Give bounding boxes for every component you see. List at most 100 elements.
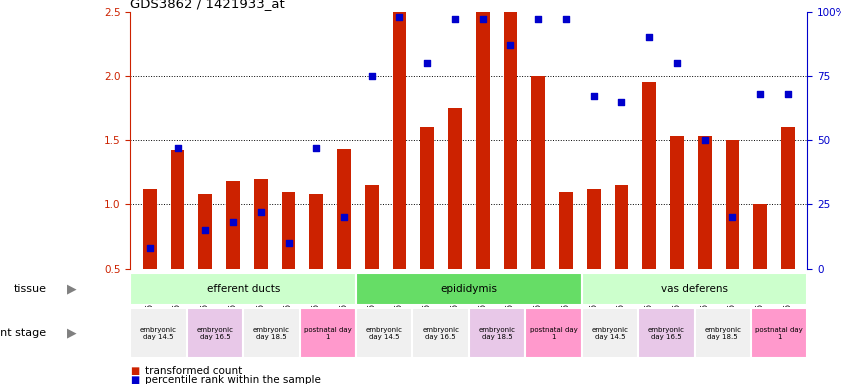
Text: ■: ■ bbox=[130, 375, 140, 384]
Bar bbox=[643, 82, 656, 269]
Text: ■: ■ bbox=[130, 366, 140, 376]
Text: postnatal day
1: postnatal day 1 bbox=[530, 327, 578, 339]
Bar bbox=[698, 200, 711, 269]
Bar bbox=[143, 189, 156, 269]
Bar bbox=[226, 181, 240, 269]
Point bbox=[226, 219, 240, 225]
Point bbox=[337, 214, 351, 220]
Bar bbox=[476, 0, 489, 269]
Text: development stage: development stage bbox=[0, 328, 46, 338]
Text: percentile rank within the sample: percentile rank within the sample bbox=[145, 375, 321, 384]
Text: embryonic
day 18.5: embryonic day 18.5 bbox=[704, 327, 741, 339]
Bar bbox=[751, 308, 807, 358]
Bar bbox=[309, 194, 323, 269]
Bar bbox=[559, 192, 573, 269]
Point bbox=[254, 209, 267, 215]
Bar bbox=[171, 151, 184, 269]
Text: embryonic
day 18.5: embryonic day 18.5 bbox=[253, 327, 290, 339]
Text: postnatal day
1: postnatal day 1 bbox=[755, 327, 803, 339]
Text: tissue: tissue bbox=[13, 284, 46, 294]
Text: ▶: ▶ bbox=[66, 327, 77, 339]
Bar bbox=[781, 192, 795, 269]
Bar bbox=[670, 136, 684, 269]
Bar bbox=[532, 76, 545, 269]
Bar bbox=[448, 108, 462, 269]
Point bbox=[420, 60, 434, 66]
Bar bbox=[226, 246, 240, 269]
Bar bbox=[365, 185, 378, 269]
Bar bbox=[130, 308, 187, 358]
Point bbox=[143, 245, 156, 251]
Bar bbox=[504, 1, 517, 269]
Point bbox=[282, 240, 295, 246]
Bar bbox=[254, 243, 267, 269]
Bar bbox=[587, 189, 600, 269]
Point bbox=[448, 16, 462, 22]
Bar bbox=[559, 256, 573, 269]
Text: GDS3862 / 1421933_at: GDS3862 / 1421933_at bbox=[130, 0, 285, 10]
Bar bbox=[670, 200, 684, 269]
Bar bbox=[356, 308, 412, 358]
Bar bbox=[420, 192, 434, 269]
Bar bbox=[337, 214, 351, 269]
Bar bbox=[393, 0, 406, 269]
Text: embryonic
day 18.5: embryonic day 18.5 bbox=[479, 327, 516, 339]
Bar bbox=[198, 258, 212, 269]
Bar bbox=[254, 179, 267, 269]
Bar bbox=[476, 60, 489, 269]
Bar bbox=[282, 256, 295, 269]
Text: postnatal day
1: postnatal day 1 bbox=[304, 327, 352, 339]
Bar bbox=[504, 66, 517, 269]
Point bbox=[726, 214, 739, 220]
Bar bbox=[299, 308, 356, 358]
Point bbox=[504, 42, 517, 48]
Text: efferent ducts: efferent ducts bbox=[207, 284, 280, 294]
Point bbox=[670, 60, 684, 66]
Bar bbox=[582, 273, 807, 305]
Bar bbox=[356, 273, 582, 305]
Bar bbox=[615, 185, 628, 269]
Bar bbox=[365, 250, 378, 269]
Text: embryonic
day 14.5: embryonic day 14.5 bbox=[591, 327, 628, 339]
Bar bbox=[781, 127, 795, 269]
Bar bbox=[143, 253, 156, 269]
Bar bbox=[337, 149, 351, 269]
Bar bbox=[309, 258, 323, 269]
Bar bbox=[615, 250, 628, 269]
Text: transformed count: transformed count bbox=[145, 366, 243, 376]
Bar bbox=[532, 140, 545, 269]
Bar bbox=[243, 308, 299, 358]
Text: embryonic
day 14.5: embryonic day 14.5 bbox=[366, 327, 403, 339]
Point bbox=[476, 16, 489, 22]
Point bbox=[781, 91, 795, 97]
Point bbox=[532, 16, 545, 22]
Text: embryonic
day 14.5: embryonic day 14.5 bbox=[140, 327, 177, 339]
Point bbox=[698, 137, 711, 143]
Bar bbox=[726, 205, 739, 269]
Bar bbox=[698, 136, 711, 269]
Text: embryonic
day 16.5: embryonic day 16.5 bbox=[422, 327, 459, 339]
Text: epididymis: epididymis bbox=[441, 284, 497, 294]
Point bbox=[643, 34, 656, 40]
Point bbox=[393, 13, 406, 20]
Point bbox=[559, 16, 573, 22]
Point bbox=[587, 93, 600, 99]
Bar bbox=[695, 308, 751, 358]
Text: vas deferens: vas deferens bbox=[661, 284, 728, 294]
Bar bbox=[468, 308, 526, 358]
Point bbox=[171, 145, 184, 151]
Bar bbox=[393, 31, 406, 269]
Bar bbox=[187, 308, 243, 358]
Point bbox=[365, 73, 378, 79]
Bar bbox=[448, 172, 462, 269]
Text: embryonic
day 16.5: embryonic day 16.5 bbox=[197, 327, 234, 339]
Bar bbox=[420, 127, 434, 269]
Text: ▶: ▶ bbox=[66, 283, 77, 295]
Bar bbox=[643, 147, 656, 269]
Bar bbox=[726, 140, 739, 269]
Bar bbox=[412, 308, 469, 358]
Bar bbox=[754, 205, 767, 269]
Bar bbox=[282, 192, 295, 269]
Bar bbox=[582, 308, 638, 358]
Text: embryonic
day 16.5: embryonic day 16.5 bbox=[648, 327, 685, 339]
